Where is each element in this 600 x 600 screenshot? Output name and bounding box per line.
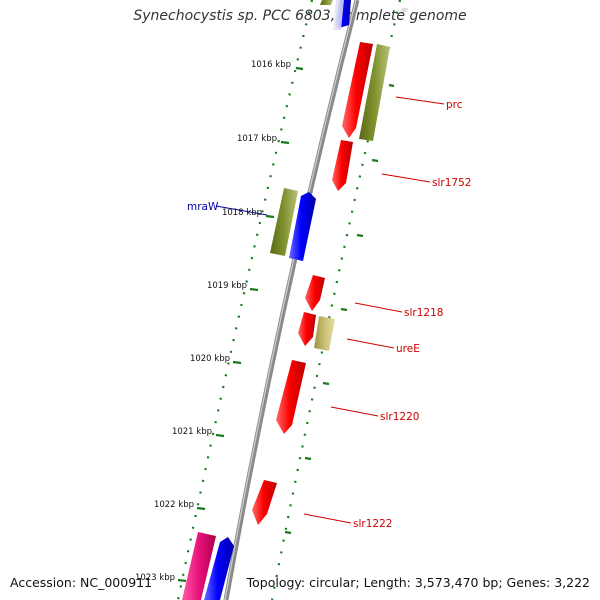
tick-mark: [249, 287, 259, 292]
outer-dash: [304, 456, 312, 461]
gene-slr1218: [305, 275, 325, 311]
leader-prc: [395, 96, 445, 105]
leader-slr1222: [303, 513, 352, 524]
gene-bottom-blue: [204, 537, 234, 600]
gene-label-mraW: mraW: [187, 201, 219, 213]
gene-ureE-red: [298, 312, 316, 346]
outer-dash: [388, 83, 395, 88]
gene-ureE-khaki: [314, 316, 335, 351]
gene-slr1752: [332, 140, 353, 191]
tick-label: 1021 kbp: [172, 427, 212, 437]
accession-label: Accession: NC_000911: [10, 575, 153, 590]
gene-label-ureE: ureE: [396, 343, 420, 355]
tick-label: 1017 kbp: [237, 134, 277, 144]
outer-dash: [340, 307, 348, 312]
tick-label: 1023 kbp: [135, 573, 175, 583]
outer-dash: [322, 381, 330, 386]
tick-label: 1016 kbp: [251, 60, 291, 70]
leader-slr1218: [354, 302, 403, 313]
tick-label: 1022 kbp: [154, 500, 194, 510]
label-leader-lines: [215, 96, 445, 524]
tick-label: 1018 kbp: [222, 208, 262, 218]
gene-label-slr1220: slr1220: [380, 411, 419, 423]
tick-marks: [177, 66, 304, 583]
gene-slr1220: [276, 360, 306, 434]
outer-dash: [356, 233, 364, 238]
leader-mraW: [215, 205, 268, 216]
tick-mark: [280, 140, 290, 145]
outer-ring-dashes: [284, 83, 395, 535]
map-title: Synechocystis sp. PCC 6803, complete gen…: [133, 8, 467, 24]
gene-prc-olive: [359, 44, 390, 141]
topology-label: Topology: circular; Length: 3,573,470 bp…: [246, 575, 590, 590]
tick-mark: [265, 214, 275, 219]
leader-slr1752: [381, 173, 431, 183]
gene-label-prc: prc: [446, 99, 463, 111]
tick-label: 1020 kbp: [190, 354, 230, 364]
gene-label-slr1218: slr1218: [404, 307, 443, 319]
gene-pale-top: [333, 0, 344, 30]
genome-backbone: [223, 0, 360, 600]
gene-label-slr1752: slr1752: [432, 177, 471, 189]
gene-olive-top: [320, 0, 333, 5]
tick-mark: [196, 506, 206, 511]
gene-mraW-blue: [289, 192, 316, 261]
gene-bottom-magenta: [182, 532, 216, 600]
tick-label: 1019 kbp: [207, 281, 247, 291]
tick-mark: [177, 578, 187, 583]
outer-dash: [371, 158, 379, 163]
outer-dash: [284, 530, 292, 535]
tick-mark: [215, 433, 225, 438]
leader-ureE: [346, 338, 395, 349]
leader-slr1220: [330, 406, 379, 417]
genome-backbone-highlight: [224, 0, 357, 600]
gene-label-slr1222: slr1222: [353, 518, 392, 530]
gene-prc-red: [342, 42, 373, 138]
gene-mraW-olive: [270, 188, 298, 256]
tick-mark: [295, 66, 304, 71]
tick-mark: [232, 360, 242, 365]
gene-gray-top: [401, 8, 408, 12]
inner-dotted-track: [176, 0, 314, 600]
gene-slr1222: [252, 480, 277, 525]
